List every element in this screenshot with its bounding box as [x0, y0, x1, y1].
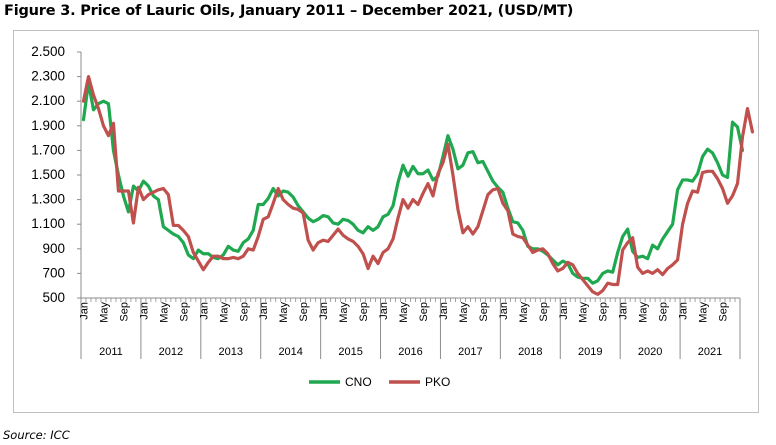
x-month-label: Sep — [418, 302, 430, 322]
y-tick-label: 2.100 — [31, 93, 65, 108]
x-month-label: May — [518, 302, 530, 323]
y-tick-label: 1.700 — [31, 142, 65, 157]
y-tick-label: 700 — [42, 265, 65, 280]
y-tick-label: 1.900 — [31, 118, 65, 133]
x-month-label: Jan — [558, 302, 570, 320]
x-month-label: Jan — [318, 302, 330, 320]
x-month-label: Jan — [78, 302, 90, 320]
y-tick-label: 1.100 — [31, 216, 65, 231]
x-year-label: 2020 — [638, 346, 662, 358]
x-month-label: Sep — [118, 302, 130, 322]
x-year-label: 2014 — [278, 346, 302, 358]
x-month-label: Sep — [478, 302, 490, 322]
x-year-label: 2015 — [338, 346, 362, 358]
x-month-label: Jan — [138, 302, 150, 320]
y-tick-label: 2.300 — [31, 69, 65, 84]
x-month-label: May — [638, 302, 650, 323]
series-layer — [81, 74, 755, 296]
x-month-label: Sep — [238, 302, 250, 322]
x-month-label: Sep — [658, 302, 670, 322]
lauric-oils-line-chart: 2.500 2.300 2.100 1.900 1.700 1.500 1.300 1.100… — [31, 44, 755, 389]
x-year-label: 2018 — [518, 346, 542, 358]
x-month-label: Sep — [298, 302, 310, 322]
x-axis: 2011 2012 2013 2014 2015 2016 2017 2018 2019 2020… — [78, 297, 741, 359]
series-line-pko — [81, 74, 755, 296]
x-month-label: Jan — [678, 302, 690, 320]
y-tick-label: 1.500 — [31, 167, 65, 182]
legend-label-cno: CNO — [345, 375, 372, 389]
y-axis: 2.500 2.300 2.100 1.900 1.700 1.500 1.300 1.100… — [31, 44, 82, 305]
x-year-label: 2012 — [159, 346, 183, 358]
x-year-label: 2013 — [219, 346, 243, 358]
x-month-label: May — [278, 302, 290, 323]
x-month-label: Jan — [618, 302, 630, 320]
series-line-cno — [81, 81, 745, 285]
x-month-label: May — [218, 302, 230, 323]
x-year-label: 2021 — [698, 346, 722, 358]
legend: CNO PKO — [309, 375, 450, 389]
x-month-label: Jan — [198, 302, 210, 320]
x-month-label: Sep — [178, 302, 190, 322]
chart-frame — [13, 30, 759, 413]
y-tick-label: 1.300 — [31, 192, 65, 207]
x-month-label: May — [338, 302, 350, 323]
x-month-label: Jan — [438, 302, 450, 320]
x-month-label: May — [578, 302, 590, 323]
x-month-label: Jan — [378, 302, 390, 320]
source-note: Source: ICC — [3, 428, 70, 442]
x-month-label: May — [458, 302, 470, 323]
x-year-label: 2016 — [398, 346, 422, 358]
x-month-label: Sep — [598, 302, 610, 322]
x-month-label: Sep — [718, 302, 730, 322]
x-year-label: 2011 — [99, 346, 123, 358]
y-tick-label: 2.500 — [31, 44, 65, 59]
x-month-label: May — [398, 302, 410, 323]
x-year-label: 2019 — [578, 346, 602, 358]
x-month-label: Jan — [498, 302, 510, 320]
y-tick-label: 900 — [42, 241, 65, 256]
legend-label-pko: PKO — [425, 375, 450, 389]
x-month-label: Jan — [258, 302, 270, 320]
x-month-label: Sep — [358, 302, 370, 322]
x-month-label: Sep — [538, 302, 550, 322]
x-month-label: May — [698, 302, 710, 323]
x-month-label: May — [98, 302, 110, 323]
y-tick-label: 500 — [42, 290, 65, 305]
x-year-label: 2017 — [458, 346, 482, 358]
x-month-label: May — [158, 302, 170, 323]
figure-title: Figure 3. Price of Lauric Oils, January … — [4, 3, 574, 19]
